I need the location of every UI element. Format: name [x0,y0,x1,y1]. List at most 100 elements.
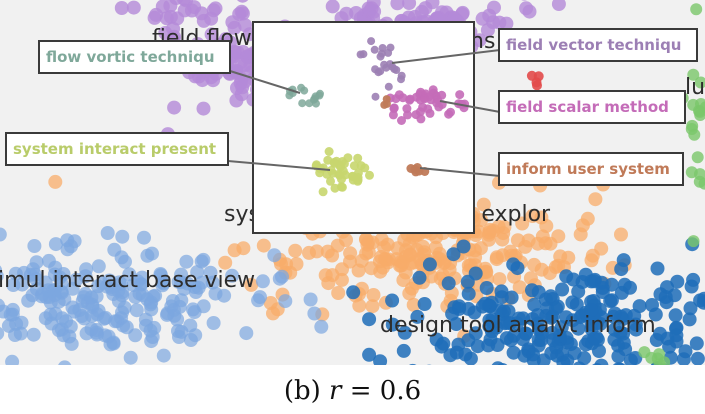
scatter-point [34,289,49,304]
scatter-point [678,344,693,359]
callout-field-scalar: field scalar method [498,90,686,124]
scatter-point [618,342,633,357]
scatter-point [412,270,427,285]
scatter-point [475,299,490,314]
scatter-point [408,363,417,365]
scatter-point [592,363,602,365]
label-simul: imul interact base view [0,268,256,293]
scatter-point [108,314,123,329]
scatter-point [479,281,494,295]
scatter-point [623,353,638,365]
scatter-point [494,290,509,305]
cluster-lens-field-scalar [385,85,488,125]
scatter-point [534,326,549,341]
scatter-point [506,345,521,360]
scatter-point [500,315,515,330]
cluster-purple-top-left [114,0,250,47]
scatter-point [551,258,566,273]
scatter-point [658,290,673,304]
scatter-point [267,248,282,263]
scatter-point [571,284,586,299]
scatter-point [263,296,278,310]
scatter-point [690,3,703,16]
scatter-point [456,239,471,254]
caption-prefix: (b) [283,376,330,406]
scatter-point [396,343,411,358]
scatter-point [420,94,430,104]
scatter-point [555,282,570,297]
callout-flow-vortic: flow vortic techniqu [38,40,231,74]
scatter-point [129,303,144,318]
scatter-point [388,62,397,71]
scatter-point [343,246,358,261]
scatter-point [418,1,433,16]
scatter-point [604,293,619,308]
scatter-point [689,336,704,351]
scatter-point [318,268,333,283]
scatter-point [560,353,575,365]
scatter-point [492,272,507,287]
scatter-point [160,306,175,321]
scatter-point [497,220,512,235]
scatter-point [126,0,141,15]
scatter-point [303,292,318,307]
scatter-point [521,0,528,1]
scatter-point [432,246,447,261]
scatter-point [380,100,389,109]
cluster-light-blue [0,226,329,365]
scatter-point [668,308,683,323]
scatter-point [491,361,505,365]
scatter-point [8,328,22,342]
scatter-point [361,245,376,260]
scatter-point [660,331,675,346]
scatter-point [84,290,99,305]
scatter-point [5,354,20,365]
scatter-point [289,257,304,271]
scatter-point [322,169,332,179]
scatter-point [196,13,211,28]
scatter-point [115,229,130,244]
scatter-point [194,254,209,269]
scatter-point [645,298,659,312]
scatter-point [685,123,698,135]
scatter-point [204,27,219,42]
lens-scatter [285,37,488,197]
scatter-point [26,327,41,342]
scatter-point [595,280,610,295]
scatter-point [170,11,185,26]
scatter-point [256,238,271,253]
scatter-point [496,304,511,319]
scatter-point [0,326,5,340]
scatter-point [196,299,211,314]
scatter-point [616,253,631,268]
scatter-point [353,168,363,178]
scatter-point [396,273,411,288]
scatter-point [309,244,324,259]
scatter-point [326,176,335,186]
scatter-point [412,163,422,172]
scatter-point [584,303,599,317]
scatter-point [227,243,242,258]
scatter-point [510,233,525,248]
scatter-point [167,100,182,115]
scatter-point [385,317,400,332]
scatter-point [623,280,637,295]
scatter-point [374,250,389,264]
scatter-point [307,306,322,321]
scatter-point [278,294,293,309]
projection-figure: field flow ns lu system interact inform … [0,0,705,365]
scatter-point [449,317,464,331]
scatter-point [417,297,432,311]
scatter-point [472,33,487,48]
scatter-point [384,48,393,57]
scatter-point [54,285,69,300]
scatter-point [237,0,249,3]
scatter-point [48,174,63,189]
scatter-point [27,239,42,253]
scatter-point [566,272,581,287]
scatter-point [683,301,698,316]
scatter-point [300,86,309,95]
scatter-point [442,262,457,277]
scatter-point [147,10,162,25]
scatter-point [452,299,467,314]
